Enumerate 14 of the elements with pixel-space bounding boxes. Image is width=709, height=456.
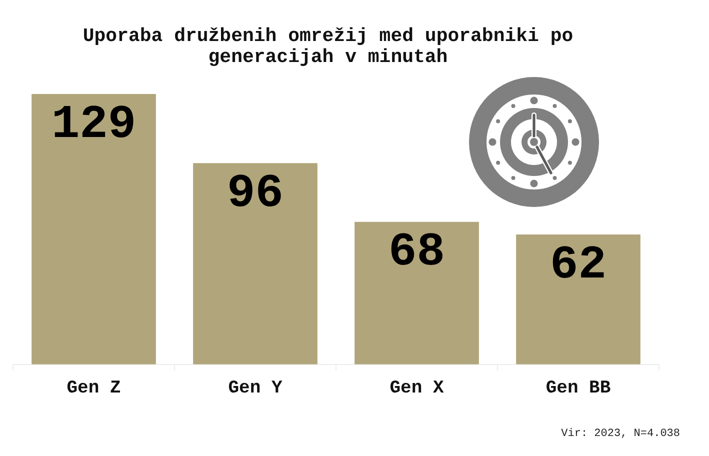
bar	[193, 163, 318, 364]
bar	[32, 94, 156, 364]
data-label: 62	[550, 239, 606, 292]
data-label: 68	[388, 226, 445, 280]
chart-title: Uporaba družbenih omrežij med uporabniki po generacijah v minutah	[82, 25, 574, 68]
bar	[516, 234, 640, 364]
data-label: 96	[227, 168, 284, 222]
x-tick-label: Gen BB	[546, 378, 611, 399]
data-label: 129	[51, 98, 136, 152]
text: Vir: 2023, N=4.038	[561, 428, 680, 440]
x-tick-label: Gen Y	[228, 378, 282, 399]
bar	[354, 222, 479, 364]
x-tick-label: Gen X	[390, 378, 444, 399]
x-tick-label: Gen Z	[66, 378, 121, 399]
